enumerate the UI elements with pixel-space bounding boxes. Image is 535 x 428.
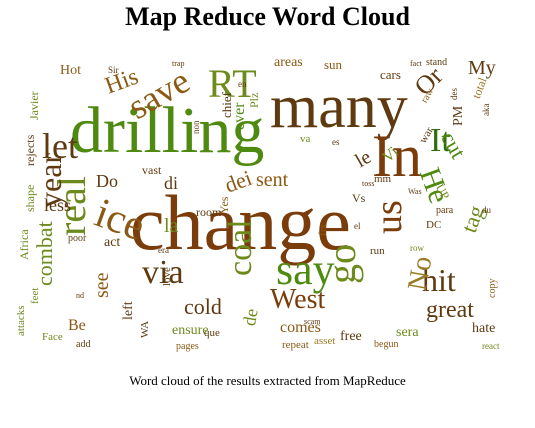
cloud-word: areas <box>274 55 303 70</box>
cloud-word: Sir <box>108 65 119 75</box>
cloud-word: left <box>121 301 136 320</box>
cloud-word: du <box>482 205 491 215</box>
cloud-word: mm <box>374 173 392 185</box>
cloud-word: run <box>370 245 385 257</box>
cloud-word: West <box>270 284 326 315</box>
cloud-word: en <box>238 79 247 89</box>
cloud-word: va <box>300 133 311 145</box>
cloud-word: scam <box>304 317 321 326</box>
cloud-word: act <box>104 235 121 250</box>
cloud-word: cars <box>380 67 401 82</box>
cloud-word: comes <box>280 319 321 336</box>
cloud-word: aka <box>481 103 491 117</box>
cloud-word: de <box>239 307 262 328</box>
cloud-word: via <box>142 254 184 291</box>
cloud-word: asset <box>314 335 336 347</box>
cloud-word: love <box>161 267 173 286</box>
cloud-word: stand <box>426 57 448 68</box>
cloud-word: Face <box>42 331 63 343</box>
cloud-word: add <box>76 339 91 350</box>
cloud-word: Plz <box>247 92 261 108</box>
cloud-word: My <box>468 57 496 79</box>
cloud-word: chief <box>219 92 234 118</box>
cloud-word: fix <box>317 223 329 236</box>
cloud-word: drilling <box>70 94 265 167</box>
cloud-word: rejects <box>23 134 37 166</box>
cloud-word: sun <box>324 57 343 72</box>
cloud-word: PM <box>451 105 466 126</box>
cloud-word: us <box>368 200 410 234</box>
cloud-word: room <box>196 205 222 219</box>
cloud-word: DC <box>426 219 442 231</box>
cloud-word: di <box>164 173 179 193</box>
cloud-word: ensure <box>172 323 209 338</box>
cloud-word: copy <box>487 278 498 298</box>
cloud-word: Vs <box>352 191 366 205</box>
cloud-word: non <box>191 120 201 135</box>
cloud-word: go <box>319 244 364 284</box>
cloud-word: Yes <box>217 196 231 214</box>
cloud-word: Africa <box>17 229 31 260</box>
cloud-word: el <box>354 221 361 231</box>
cloud-word: era <box>158 245 169 255</box>
page-title: Map Reduce Word Cloud <box>125 2 410 31</box>
cloud-word: feet <box>29 287 41 304</box>
cloud-word: attacks <box>15 305 27 336</box>
cloud-word: change <box>130 179 351 266</box>
cloud-word: vast <box>142 163 162 177</box>
cloud-word: fact <box>410 59 422 68</box>
cloud-word: see <box>91 272 113 298</box>
cloud-word: repeat <box>282 339 309 351</box>
cloud-word: No <box>402 253 439 294</box>
cloud-word: combat <box>32 221 57 286</box>
cloud-word: say <box>276 245 335 294</box>
cloud-word: para <box>436 205 454 216</box>
cloud-word: pages <box>176 341 199 352</box>
cloud-word: la <box>164 215 179 237</box>
cloud-word: begun <box>374 339 399 350</box>
cloud-word: many <box>270 73 408 141</box>
cloud-word: sent <box>256 169 289 191</box>
cloud-word: sera <box>396 325 419 340</box>
cloud-word: Javier <box>27 91 41 120</box>
cloud-word: hate <box>472 321 496 336</box>
cloud-word: less <box>44 195 71 215</box>
cloud-word: Was <box>408 187 422 196</box>
cloud-word: Hot <box>60 63 81 78</box>
cloud-word: toss <box>362 179 375 188</box>
cloud-word: row <box>410 243 424 253</box>
cloud-word: ever <box>231 102 248 130</box>
word-cloud: change drilling many In say real ice let save RT I… <box>12 36 512 356</box>
cloud-word: hit <box>422 262 456 298</box>
cloud-word: es <box>332 137 340 147</box>
cloud-word: que <box>204 327 220 339</box>
cloud-word: It <box>430 122 451 159</box>
cloud-word: react <box>482 341 500 351</box>
cloud-word: poor <box>68 233 87 244</box>
cloud-word: WA <box>139 320 151 338</box>
cloud-word: trap <box>172 59 185 68</box>
cloud-word: great <box>426 297 474 323</box>
cloud-word: let <box>42 126 78 166</box>
cloud-word: total <box>469 75 490 101</box>
cloud-word: des <box>449 88 459 100</box>
cloud-word: cold <box>184 294 222 319</box>
cloud-word: Do <box>96 171 118 191</box>
cloud-word: Be <box>68 317 86 334</box>
cloud-word: RT <box>208 61 257 106</box>
cloud-word: coal <box>222 219 259 276</box>
figure-caption: Word cloud of the results extracted from… <box>129 373 406 388</box>
cloud-word: nd <box>76 291 84 300</box>
cloud-word: In <box>372 123 422 189</box>
cloud-word: shape <box>23 184 37 212</box>
cloud-word: free <box>340 329 362 344</box>
